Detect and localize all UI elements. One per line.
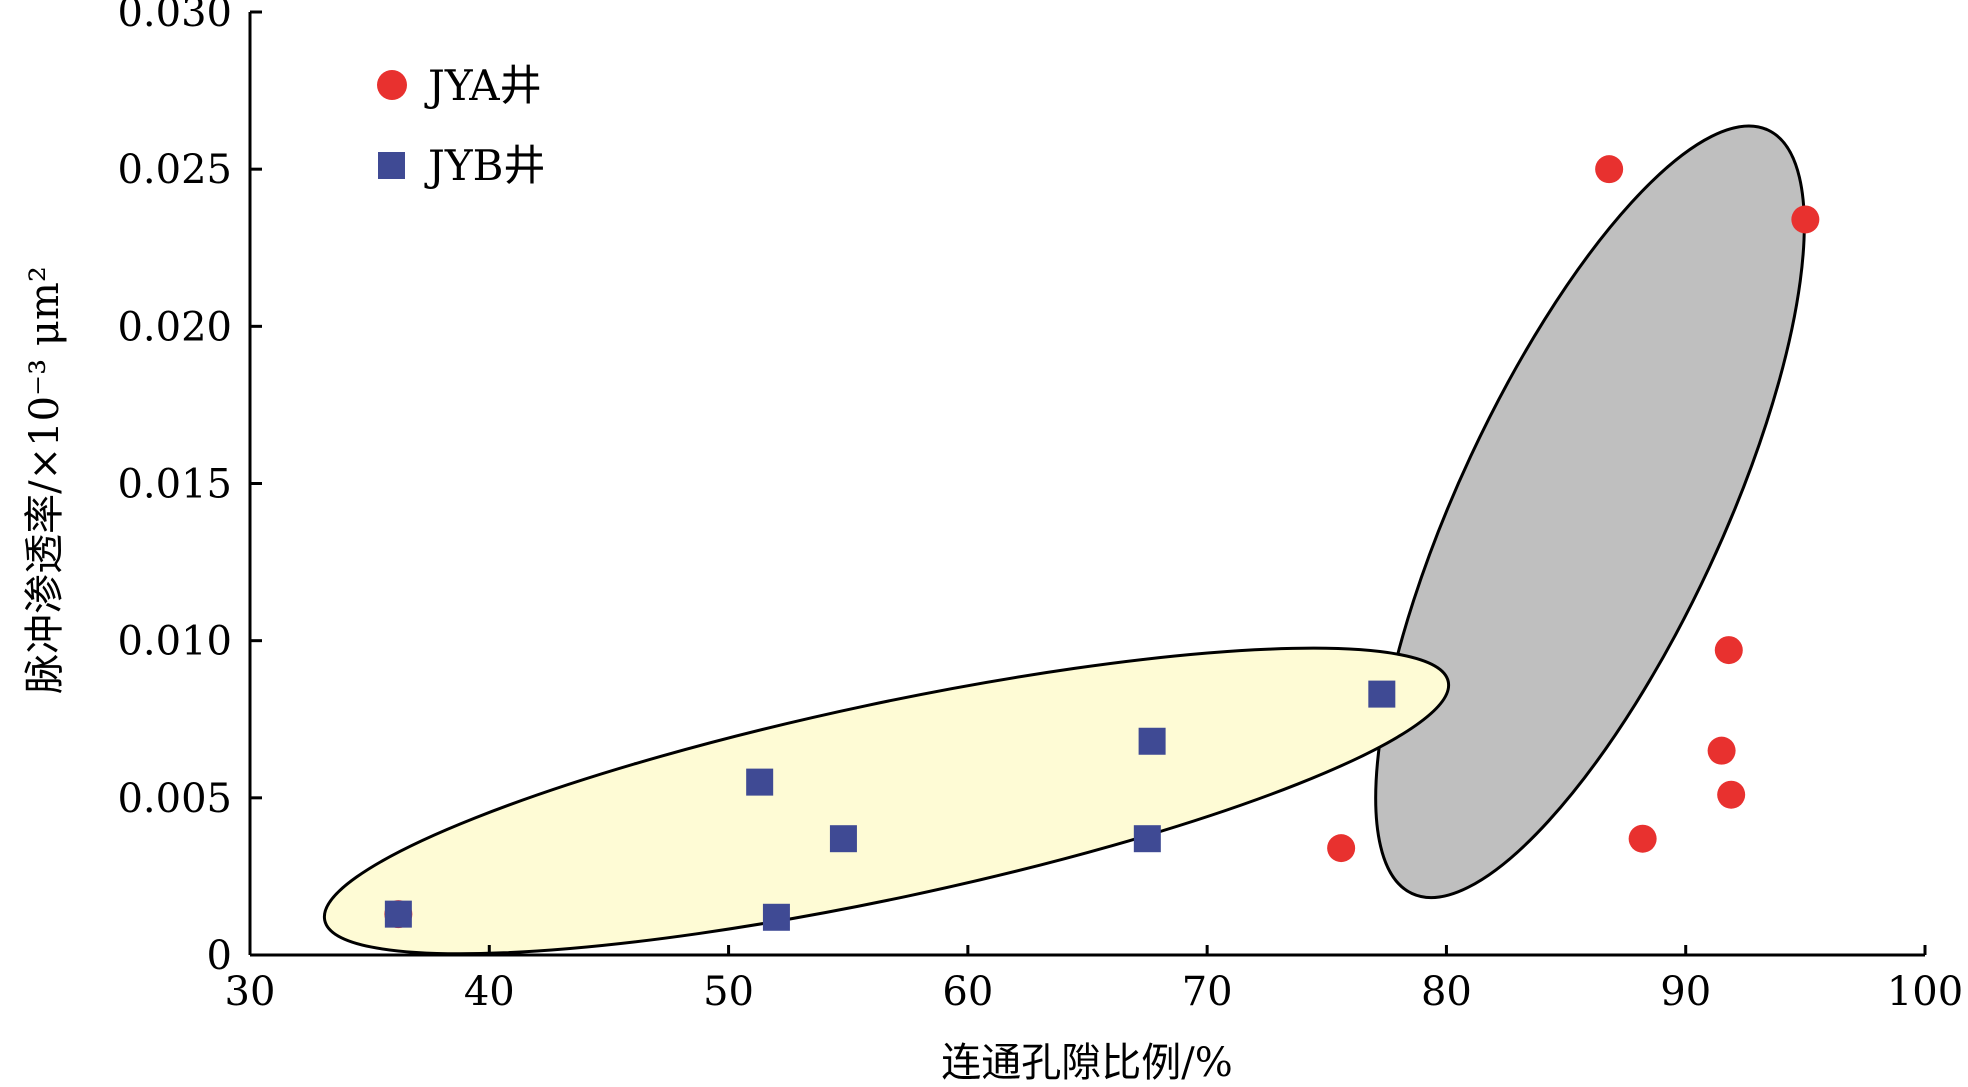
legend-marker-jya <box>377 70 407 100</box>
legend-label: JYA井 <box>424 61 542 110</box>
x-tick-label: 60 <box>942 969 993 1015</box>
jya-point <box>1628 824 1657 853</box>
x-tick-label: 100 <box>1887 969 1963 1015</box>
jyb-point <box>384 900 412 928</box>
x-tick-label: 90 <box>1660 969 1711 1015</box>
grouping-ellipse-2 <box>322 646 1451 956</box>
jyb-point <box>1368 680 1396 708</box>
grouping-ellipse-1 <box>1374 124 1806 900</box>
jya-point <box>1707 736 1736 765</box>
x-tick-label: 70 <box>1182 969 1233 1015</box>
y-axis-title: 脉冲渗透率/×10⁻³ μm² <box>22 266 68 694</box>
x-tick-label: 40 <box>464 969 515 1015</box>
jyb-point <box>746 768 774 796</box>
y-tick-label: 0 <box>207 933 232 979</box>
jyb-point <box>762 903 790 931</box>
y-tick-label: 0.020 <box>117 304 232 350</box>
y-tick-label: 0.030 <box>117 0 232 36</box>
y-tick-label: 0.010 <box>117 619 232 665</box>
grouping-ellipses <box>322 124 1806 956</box>
x-tick-label: 50 <box>703 969 754 1015</box>
y-axis-ticks: 0 0.005 0.010 0.015 0.020 0.025 0.030 <box>117 0 262 979</box>
jya-point <box>1327 834 1356 863</box>
x-axis-title: 连通孔隙比例/% <box>941 1040 1232 1086</box>
jya-point <box>1791 205 1820 234</box>
x-tick-label: 30 <box>225 969 276 1015</box>
jya-point <box>1714 636 1743 665</box>
y-tick-label: 0.015 <box>117 462 232 508</box>
x-axis-ticks: 30 40 50 60 70 80 90 100 <box>225 945 1963 1015</box>
jyb-point <box>829 825 857 853</box>
jya-point <box>1717 780 1746 809</box>
y-tick-label: 0.005 <box>117 776 232 822</box>
y-tick-label: 0.025 <box>117 147 232 193</box>
x-tick-label: 80 <box>1421 969 1472 1015</box>
data-points <box>384 155 1820 931</box>
jyb-point <box>1133 825 1161 853</box>
legend-label: JYB井 <box>424 141 545 190</box>
jyb-point <box>1138 727 1166 755</box>
jya-point <box>1595 155 1624 184</box>
legend-marker-jyb <box>378 152 405 179</box>
legend: JYA井 JYB井 <box>377 61 545 190</box>
